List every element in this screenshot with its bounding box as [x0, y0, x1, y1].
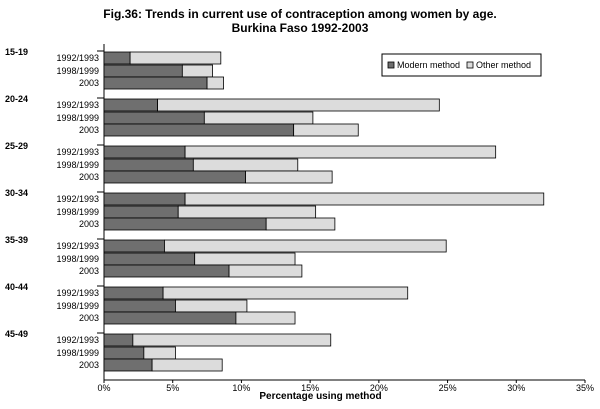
bar-other: [184, 192, 545, 206]
bar-modern: [103, 76, 208, 90]
bar-modern: [103, 123, 295, 137]
bar-modern: [103, 170, 246, 184]
bar-other: [177, 205, 317, 219]
bar-label: 1992/1993: [56, 288, 99, 298]
bar-modern: [103, 158, 194, 172]
bar-modern: [103, 192, 186, 206]
bar-modern: [103, 286, 164, 300]
group-label: 45-49: [5, 329, 28, 339]
bar-label: 1992/1993: [56, 194, 99, 204]
bar-other: [235, 311, 296, 325]
bar-modern: [103, 252, 196, 266]
bar-other: [265, 217, 336, 231]
bar-other: [245, 170, 333, 184]
bar-other: [157, 98, 440, 112]
group-label: 30-34: [5, 188, 28, 198]
bar-label: 1992/1993: [56, 53, 99, 63]
bar-modern: [103, 111, 205, 125]
x-tick-label: 15%: [301, 383, 319, 393]
x-axis-label: Percentage using method: [259, 391, 381, 402]
bar-label: 1992/1993: [56, 335, 99, 345]
bar-other: [162, 286, 409, 300]
bar-label: 2003: [79, 172, 99, 182]
chart-subtitle: Burkina Faso 1992-2003: [231, 21, 369, 35]
x-tick-label: 0%: [97, 383, 110, 393]
bar-label: 1998/1999: [56, 113, 99, 123]
group-label: 40-44: [5, 282, 28, 292]
bar-label: 2003: [79, 313, 99, 323]
bar-label: 1998/1999: [56, 348, 99, 358]
bar-label: 1992/1993: [56, 100, 99, 110]
legend-swatch-modern: [387, 61, 395, 69]
legend-box: [381, 53, 542, 77]
bar-modern: [103, 333, 134, 347]
bar-modern: [103, 264, 230, 278]
group-label: 20-24: [5, 94, 28, 104]
group-label: 25-29: [5, 141, 28, 151]
x-tick-label: 25%: [439, 383, 457, 393]
bar-label: 2003: [79, 266, 99, 276]
bar-modern: [103, 239, 165, 253]
bar-modern: [103, 205, 179, 219]
bar-label: 2003: [79, 219, 99, 229]
bar-modern: [103, 299, 176, 313]
bar-label: 1998/1999: [56, 301, 99, 311]
bar-modern: [103, 64, 183, 78]
bar-label: 1998/1999: [56, 254, 99, 264]
bar-other: [184, 145, 497, 159]
bar-modern: [103, 346, 145, 360]
bar-other: [203, 111, 314, 125]
legend-label-modern: Modern method: [397, 60, 460, 70]
chart-title: Fig.36: Trends in current use of contrac…: [103, 7, 497, 21]
bar-other: [175, 299, 248, 313]
x-tick-label: 20%: [370, 383, 388, 393]
bar-label: 1992/1993: [56, 147, 99, 157]
bar-label: 1998/1999: [56, 160, 99, 170]
bar-label: 2003: [79, 360, 99, 370]
x-tick-label: 10%: [232, 383, 250, 393]
x-tick-label: 5%: [166, 383, 179, 393]
bar-other: [181, 64, 213, 78]
bar-modern: [103, 145, 186, 159]
bar-modern: [103, 98, 158, 112]
bar-other: [132, 333, 332, 347]
x-tick-label: 30%: [507, 383, 525, 393]
bar-other: [228, 264, 303, 278]
bar-label: 2003: [79, 125, 99, 135]
bar-label: 1998/1999: [56, 66, 99, 76]
bar-other: [293, 123, 359, 137]
bar-other: [129, 51, 222, 65]
legend-label-other: Other method: [476, 60, 531, 70]
bar-label: 1998/1999: [56, 207, 99, 217]
group-label: 35-39: [5, 235, 28, 245]
bar-other: [192, 158, 299, 172]
legend-swatch-other: [466, 61, 474, 69]
group-label: 15-19: [5, 47, 28, 57]
bar-other: [194, 252, 296, 266]
bar-other: [164, 239, 447, 253]
x-tick-label: 35%: [576, 383, 594, 393]
bar-label: 1992/1993: [56, 241, 99, 251]
bar-modern: [103, 217, 267, 231]
bar-modern: [103, 51, 131, 65]
bar-modern: [103, 358, 153, 372]
bar-other: [151, 358, 223, 372]
bar-modern: [103, 311, 237, 325]
bar-label: 2003: [79, 78, 99, 88]
bar-other: [206, 76, 224, 90]
bar-other: [143, 346, 176, 360]
